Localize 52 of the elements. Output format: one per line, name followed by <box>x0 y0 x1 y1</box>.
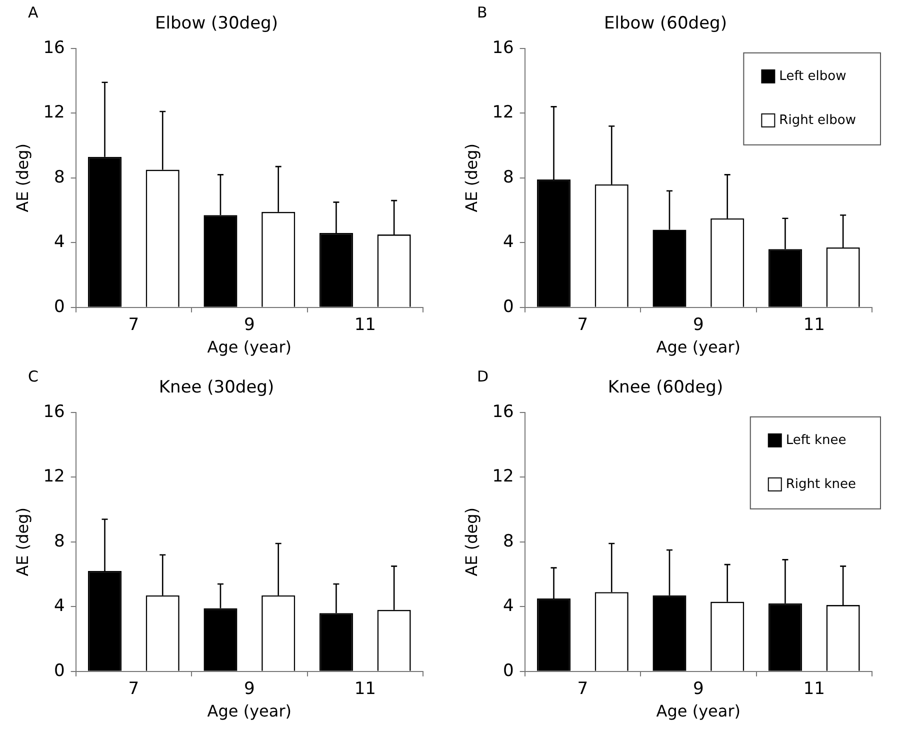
legend-label: Left knee <box>786 432 846 448</box>
x-tick-label: 9 <box>693 315 704 336</box>
y-tick-label: 12 <box>492 102 514 123</box>
y-tick-label: 8 <box>503 167 514 188</box>
x-axis-title: Age (year) <box>207 702 292 721</box>
legend-label: Right elbow <box>779 112 856 128</box>
y-axis-title: AE (deg) <box>12 144 32 212</box>
y-axis-title: AE (deg) <box>462 508 481 576</box>
x-tick-label: 11 <box>354 315 376 336</box>
y-tick-label: 8 <box>503 531 514 552</box>
y-tick-label: 16 <box>43 38 65 58</box>
y-tick-label: 16 <box>492 402 514 422</box>
x-tick-label: 11 <box>803 315 825 336</box>
y-tick-label: 12 <box>492 466 514 487</box>
y-tick-label: 4 <box>54 232 65 252</box>
x-tick-label: 7 <box>128 679 140 700</box>
y-axis-title: AE (deg) <box>462 144 481 212</box>
y-tick-label: 16 <box>492 38 514 58</box>
x-tick-label: 11 <box>803 679 825 700</box>
y-tick-label: 16 <box>43 402 65 422</box>
chart-title: Knee (60deg) <box>608 378 724 398</box>
y-tick-label: 12 <box>43 466 65 487</box>
y-axis-title: AE (deg) <box>12 508 32 576</box>
y-tick-label: 4 <box>54 596 65 616</box>
legend-label: Right knee <box>786 476 856 492</box>
y-tick-label: 4 <box>503 596 514 616</box>
x-tick-label: 7 <box>577 315 588 336</box>
y-tick-label: 0 <box>503 660 514 681</box>
chart-title: Elbow (30deg) <box>155 14 278 34</box>
text: C <box>28 367 38 386</box>
text: B <box>477 3 488 22</box>
x-tick-label: 9 <box>244 315 255 336</box>
y-tick-label: 0 <box>54 296 65 317</box>
chart-title: Knee (30deg) <box>158 378 274 398</box>
x-axis-title: Age (year) <box>207 338 292 357</box>
y-tick-label: 0 <box>54 660 65 681</box>
y-tick-label: 4 <box>503 232 514 252</box>
y-tick-label: 8 <box>54 167 65 188</box>
x-tick-label: 9 <box>244 679 255 700</box>
y-tick-label: 12 <box>43 102 65 123</box>
x-tick-label: 7 <box>577 679 588 700</box>
text: A <box>28 3 39 22</box>
text: D <box>477 367 489 386</box>
legend-label: Left elbow <box>779 68 847 84</box>
chart-title: Elbow (60deg) <box>604 14 727 34</box>
y-tick-label: 8 <box>54 531 65 552</box>
x-tick-label: 9 <box>693 679 704 700</box>
y-tick-label: 0 <box>503 296 514 317</box>
x-tick-label: 7 <box>128 315 140 336</box>
x-tick-label: 11 <box>354 679 376 700</box>
x-axis-title: Age (year) <box>656 702 741 721</box>
x-axis-title: Age (year) <box>656 338 741 357</box>
